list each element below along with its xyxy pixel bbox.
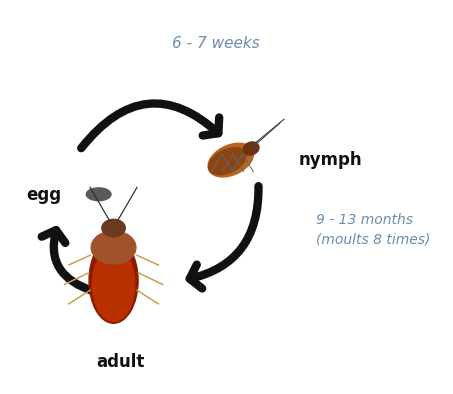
Ellipse shape bbox=[92, 247, 135, 321]
Ellipse shape bbox=[208, 143, 253, 177]
Ellipse shape bbox=[91, 231, 136, 264]
Text: nymph: nymph bbox=[299, 151, 362, 169]
Ellipse shape bbox=[102, 219, 125, 237]
FancyArrowPatch shape bbox=[42, 230, 94, 291]
FancyArrowPatch shape bbox=[190, 186, 259, 288]
Text: 6 - 7 weeks: 6 - 7 weeks bbox=[172, 36, 260, 51]
Text: egg: egg bbox=[26, 186, 61, 204]
Ellipse shape bbox=[89, 238, 138, 323]
Ellipse shape bbox=[243, 142, 259, 155]
Ellipse shape bbox=[209, 148, 246, 175]
FancyArrowPatch shape bbox=[81, 104, 219, 148]
Text: adult: adult bbox=[96, 353, 144, 371]
Ellipse shape bbox=[86, 188, 111, 201]
Text: 9 - 13 months
(moults 8 times): 9 - 13 months (moults 8 times) bbox=[316, 213, 430, 247]
